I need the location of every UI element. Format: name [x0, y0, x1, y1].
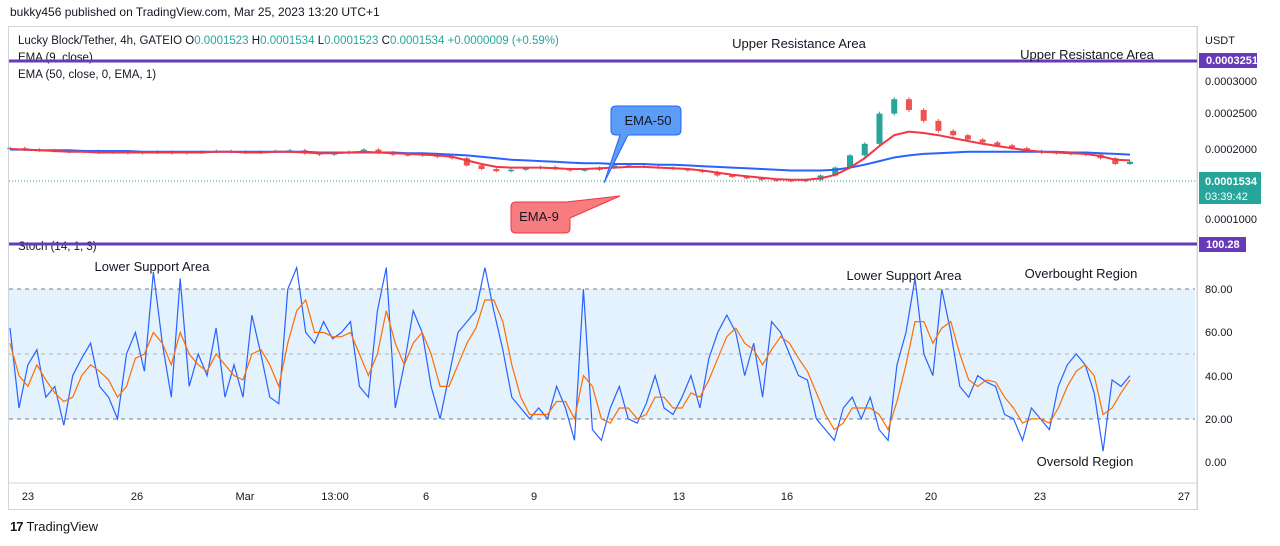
candle-body: [360, 149, 367, 152]
upper-resistance-label-2: Upper Resistance Area: [1020, 47, 1154, 62]
candle-body: [1009, 145, 1016, 149]
stoch-tick-40: 40.00: [1205, 371, 1233, 383]
tradingview-logo-icon: 17: [10, 519, 24, 534]
resistance-price-tag: [1199, 53, 1257, 68]
candle-body: [1112, 158, 1119, 164]
candle-body: [861, 143, 868, 156]
time-tick-26: 26: [131, 491, 143, 503]
time-tick-16: 16: [781, 491, 793, 503]
stoch-d-line[interactable]: [9, 298, 1131, 432]
time-tick-27: 27: [1178, 491, 1190, 503]
upper-resistance-label-1: Upper Resistance Area: [732, 36, 866, 51]
time-tick-9: 9: [531, 491, 537, 503]
change-value: +0.0000009 (+0.59%): [447, 35, 559, 47]
time-tick-1300: 13:00: [321, 491, 349, 503]
candle-body: [920, 110, 927, 121]
candle-body: [891, 99, 898, 114]
candle-body: [508, 169, 515, 172]
currency-label: USDT: [1205, 35, 1235, 47]
candle-body: [743, 176, 750, 179]
stoch-k-line[interactable]: [9, 265, 1131, 452]
stoch-tick-60: 60.00: [1205, 327, 1233, 339]
candle-body: [375, 149, 382, 153]
price-tick-1: 0.0003000: [1205, 76, 1257, 88]
close-value: 0.0001534: [389, 35, 445, 47]
footer[interactable]: 17 TradingView: [10, 519, 98, 534]
candle-body: [994, 142, 1001, 146]
ema9-callout[interactable]: [510, 195, 621, 234]
resistance-price-label: 0.0003251: [1206, 55, 1258, 67]
candle-body: [788, 180, 795, 182]
candle-body: [847, 155, 853, 168]
overbought-label: Overbought Region: [1025, 266, 1138, 281]
publisher-line: bukky456 published on TradingView.com, M…: [10, 5, 380, 19]
ema9-line[interactable]: [9, 130, 1131, 181]
lower-support-label-1: Lower Support Area: [95, 259, 211, 274]
time-tick-23: 23: [22, 491, 34, 503]
close-label: C: [381, 35, 390, 47]
candle-body: [493, 169, 500, 172]
candle-body: [964, 135, 971, 140]
candle-body: [979, 139, 986, 143]
ema9-tag: EMA-9: [519, 209, 559, 224]
low-label: L: [317, 35, 325, 47]
ema50-legend[interactable]: EMA (50, close, 0, EMA, 1): [18, 69, 157, 81]
candle-body: [522, 168, 529, 170]
low-value: 0.0001523: [324, 35, 379, 47]
countdown-label: 03:39:42: [1205, 191, 1248, 203]
candle-body: [611, 165, 618, 168]
stoch-line-label: 100.28: [1206, 239, 1240, 251]
time-tick-23b: 23: [1034, 491, 1046, 503]
last-price-tag: [1199, 172, 1261, 204]
footer-brand: TradingView: [26, 519, 99, 534]
time-tick-6: 6: [423, 491, 429, 503]
time-tick-mar: Mar: [236, 491, 255, 503]
candle-body: [905, 99, 912, 110]
stoch-tick-20: 20.00: [1205, 414, 1233, 426]
candle-body: [463, 158, 470, 166]
candle-body: [950, 130, 957, 136]
time-tick-20: 20: [925, 491, 937, 503]
high-value: 0.0001534: [260, 35, 315, 47]
ema50-callout[interactable]: [603, 105, 682, 184]
price-tick-3: 0.0002000: [1205, 144, 1257, 156]
price-tick-2: 0.0002500: [1205, 108, 1257, 120]
candle-body: [935, 120, 942, 131]
high-label: H: [251, 35, 261, 47]
candle-body: [478, 165, 485, 170]
ema50-tag: EMA-50: [625, 113, 672, 128]
candle-body: [404, 154, 411, 156]
oversold-label: Oversold Region: [1037, 454, 1134, 469]
candle-body: [729, 175, 736, 177]
stoch-line-tag: [1199, 237, 1246, 252]
candle-body: [581, 169, 588, 171]
price-tick-4: 0.0001000: [1205, 214, 1257, 226]
stoch-tick-80: 80.00: [1205, 284, 1233, 296]
candle-body: [1127, 161, 1133, 164]
open-label: O: [185, 35, 195, 47]
candle-body: [758, 178, 765, 180]
candle-body: [876, 113, 883, 144]
candle-body: [714, 171, 721, 176]
candle-body: [832, 167, 839, 176]
candle-body: [773, 179, 780, 181]
symbol-name: Lucky Block/Tether, 4h, GATEIO: [18, 35, 183, 47]
open-value: 0.0001523: [194, 35, 249, 47]
time-tick-13: 13: [673, 491, 685, 503]
last-price-label: 0.0001534: [1205, 176, 1258, 188]
lower-support-label-2: Lower Support Area: [847, 268, 963, 283]
symbol-legend[interactable]: Lucky Block/Tether, 4h, GATEIO O0.000152…: [18, 35, 559, 47]
stoch-tick-0: 0.00: [1205, 457, 1226, 469]
